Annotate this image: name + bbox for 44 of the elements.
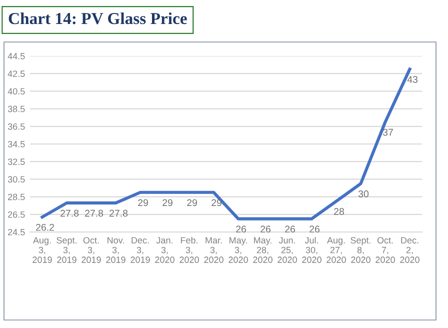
y-tick-label: 24.5 [8, 228, 25, 236]
data-label: 27.8 [60, 210, 79, 217]
data-label: 27.8 [85, 210, 104, 217]
data-label: 28 [334, 208, 344, 215]
x-tick-label: May. 28, 2020 [253, 237, 272, 263]
x-tick-label: Aug. 27, 2020 [326, 237, 346, 263]
x-tick-label: Oct. 7, 2020 [376, 237, 395, 263]
x-tick-label: Oct. 3, 2019 [82, 237, 101, 263]
x-tick-label: Feb. 3, 2020 [180, 236, 199, 263]
y-tick-label: 40.5 [8, 88, 25, 95]
data-label: 27.8 [110, 210, 128, 217]
data-label: 29 [162, 199, 172, 206]
y-tick-label: 34.5 [8, 140, 25, 148]
x-tick-label: Sept. 3, 2019 [56, 237, 76, 263]
x-tick-label: Nov. 3, 2019 [106, 237, 126, 263]
chart-title: Chart 14: PV Glass Price [8, 12, 187, 24]
y-tick-label: 32.5 [8, 158, 25, 165]
y-tick-label: 28.5 [8, 194, 25, 200]
x-tick-label: Aug. 3, 2019 [32, 237, 52, 263]
y-tick-label: 30.5 [8, 176, 25, 183]
x-tick-label: Dec. 3, 2019 [130, 237, 150, 263]
x-tick-label: Jan. 3, 2020 [155, 237, 174, 263]
y-tick-label: 36.5 [8, 123, 25, 130]
data-label: 37 [382, 128, 393, 136]
x-tick-label: Sept. 8, 2020 [350, 237, 370, 263]
data-label: 26 [236, 226, 246, 233]
data-label: 29 [138, 199, 148, 206]
y-tick-label: 26.5 [8, 211, 25, 218]
data-label: 29 [212, 199, 222, 206]
data-label: 26 [285, 226, 296, 233]
y-tick-label: 38.5 [8, 106, 25, 112]
y-tick-label: 44.5 [8, 53, 25, 60]
x-tick-label: Dec. 2, 2020 [400, 237, 420, 263]
y-tick-label: 42.5 [8, 70, 25, 77]
x-tick-label: May. 3, 2020 [228, 237, 248, 263]
x-tick-label: Jun. 25, 2020 [278, 237, 297, 263]
data-label: 29 [187, 199, 197, 206]
data-label: 43 [407, 76, 418, 83]
x-tick-label: Jul. 30, 2020 [302, 236, 322, 263]
data-label: 30 [358, 190, 369, 198]
x-tick-label: Mar. 3, 2020 [204, 237, 224, 263]
data-label: 26.2 [36, 224, 54, 231]
data-label: 26 [260, 226, 271, 233]
data-label: 26 [310, 226, 320, 233]
